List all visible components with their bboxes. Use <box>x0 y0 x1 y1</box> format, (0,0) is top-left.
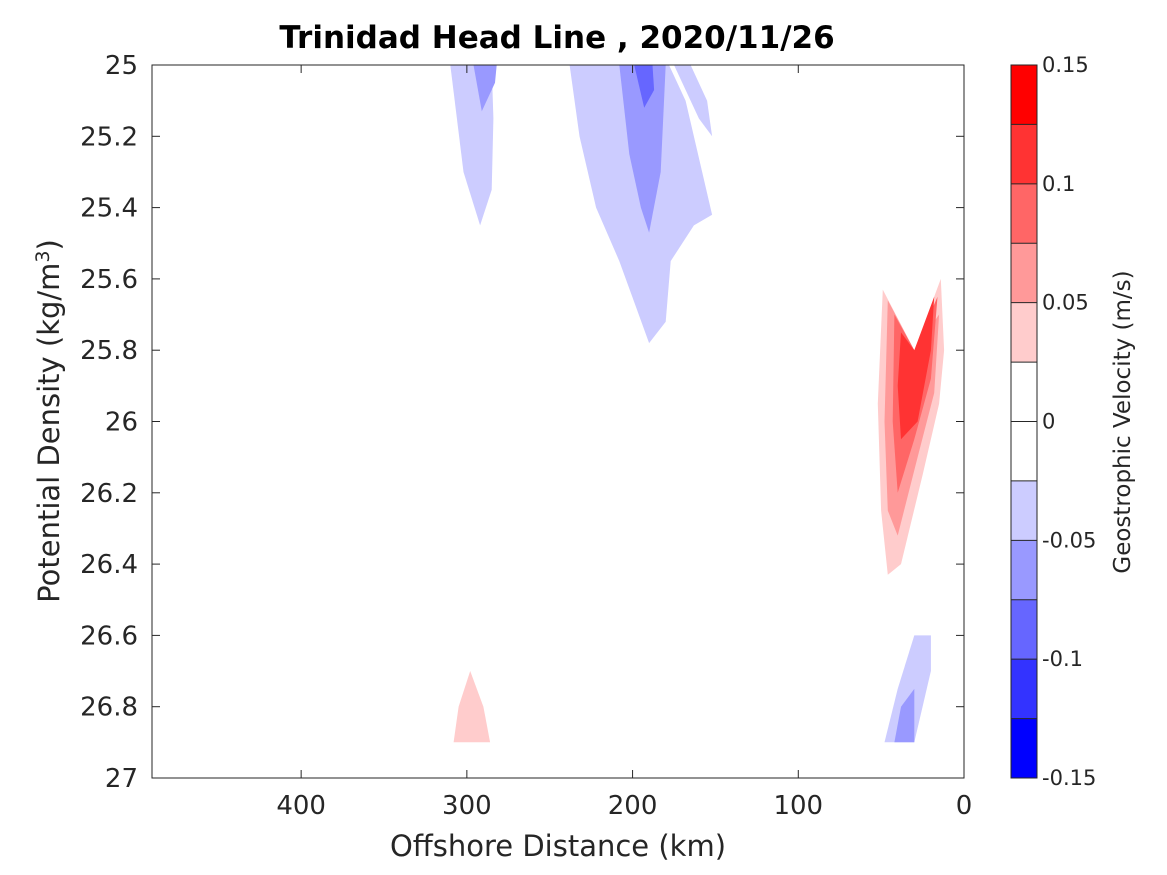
x-axis-label: Offshore Distance (km) <box>390 829 726 863</box>
colorbar-block-9 <box>1011 183 1037 244</box>
contour-region-3 <box>473 65 497 112</box>
plot-area: 400 300 200 100 0 25 25.2 25.4 25.6 25.8 26 26.2 26… <box>80 51 972 821</box>
x-tick-label: 100 <box>773 791 823 821</box>
contour-region-19 <box>591 671 658 761</box>
chart-title: Trinidad Head Line , 2020/11/26 <box>279 20 834 56</box>
colorbar-block-5 <box>1011 421 1037 481</box>
contour-region-16 <box>897 296 935 440</box>
y-tick-labels: 25 25.2 25.4 25.6 25.8 26 26.2 26.4 26.6 26.8 27 <box>80 51 138 794</box>
colorbar-tick-label: 0 <box>1042 410 1055 434</box>
contour-region-10 <box>367 65 376 76</box>
axis-ticks <box>152 64 965 779</box>
colorbar-block-1 <box>1011 659 1037 719</box>
y-axis-label: Potential Density (kg/m3) <box>32 239 66 603</box>
y-tick-label: 25.8 <box>80 336 138 366</box>
colorbar-blocks <box>1011 65 1037 778</box>
y-axis-label-superscript: 3 <box>32 250 54 262</box>
contour-region-21 <box>884 635 931 743</box>
x-tick-label: 300 <box>442 791 492 821</box>
y-tick-label: 26.2 <box>80 479 138 509</box>
x-tick-label: 0 <box>956 791 973 821</box>
y-tick-label: 26.8 <box>80 693 138 723</box>
colorbar-tick-label: -0.1 <box>1042 647 1083 671</box>
y-axis-label-end: ) <box>32 239 66 250</box>
contour-region-8 <box>674 65 713 137</box>
colorbar-tick-label: -0.05 <box>1042 528 1096 552</box>
y-tick-label: 25.2 <box>80 122 138 152</box>
colorbar-block-2 <box>1011 599 1037 660</box>
contour-region-6 <box>619 65 666 233</box>
colorbar-frame <box>1010 64 1038 779</box>
contour-region-7 <box>634 65 655 108</box>
contour-region-11 <box>748 172 785 351</box>
y-tick-label: 27 <box>105 764 138 794</box>
y-tick-label: 25 <box>105 51 138 81</box>
contour-region-22 <box>894 688 915 743</box>
colorbar-tick-label: 0.1 <box>1042 172 1075 196</box>
colorbar-label: Geostrophic Velocity (m/s) <box>1110 270 1136 573</box>
x-tick-labels: 400 300 200 100 0 <box>276 791 972 821</box>
colorbar-ticks: 0.15 0.1 0.05 0 -0.05 -0.1 -0.15 <box>1042 53 1096 790</box>
y-tick-label: 25.6 <box>80 265 138 295</box>
y-axis-label-main: Potential Density (kg/m <box>32 263 66 603</box>
colorbar-block-6 <box>1011 362 1037 422</box>
colorbar-tick-label: -0.15 <box>1042 766 1096 790</box>
x-tick-label: 400 <box>276 791 326 821</box>
contour-region-17 <box>433 546 500 743</box>
x-tick-label: 200 <box>608 791 658 821</box>
colorbar-block-10 <box>1011 124 1037 184</box>
y-tick-label: 25.4 <box>80 194 138 224</box>
y-tick-label: 26.4 <box>80 550 138 580</box>
colorbar-tick-label: 0.05 <box>1042 291 1089 315</box>
colorbar-block-8 <box>1011 243 1037 303</box>
contour-region-18 <box>453 671 491 743</box>
colorbar-tick-label: 0.15 <box>1042 53 1089 77</box>
contour-region-9 <box>846 172 852 201</box>
contour-regions <box>312 65 945 761</box>
colorbar-block-3 <box>1011 540 1037 600</box>
colorbar-block-11 <box>1011 65 1037 125</box>
colorbar-block-4 <box>1011 480 1037 541</box>
y-tick-label: 26.6 <box>80 621 138 651</box>
colorbar-block-7 <box>1011 302 1037 363</box>
colorbar: 0.15 0.1 0.05 0 -0.05 -0.1 -0.15 <box>1010 53 1096 790</box>
contour-region-0 <box>312 65 348 101</box>
y-tick-label: 26 <box>105 408 138 438</box>
colorbar-block-0 <box>1011 718 1037 778</box>
